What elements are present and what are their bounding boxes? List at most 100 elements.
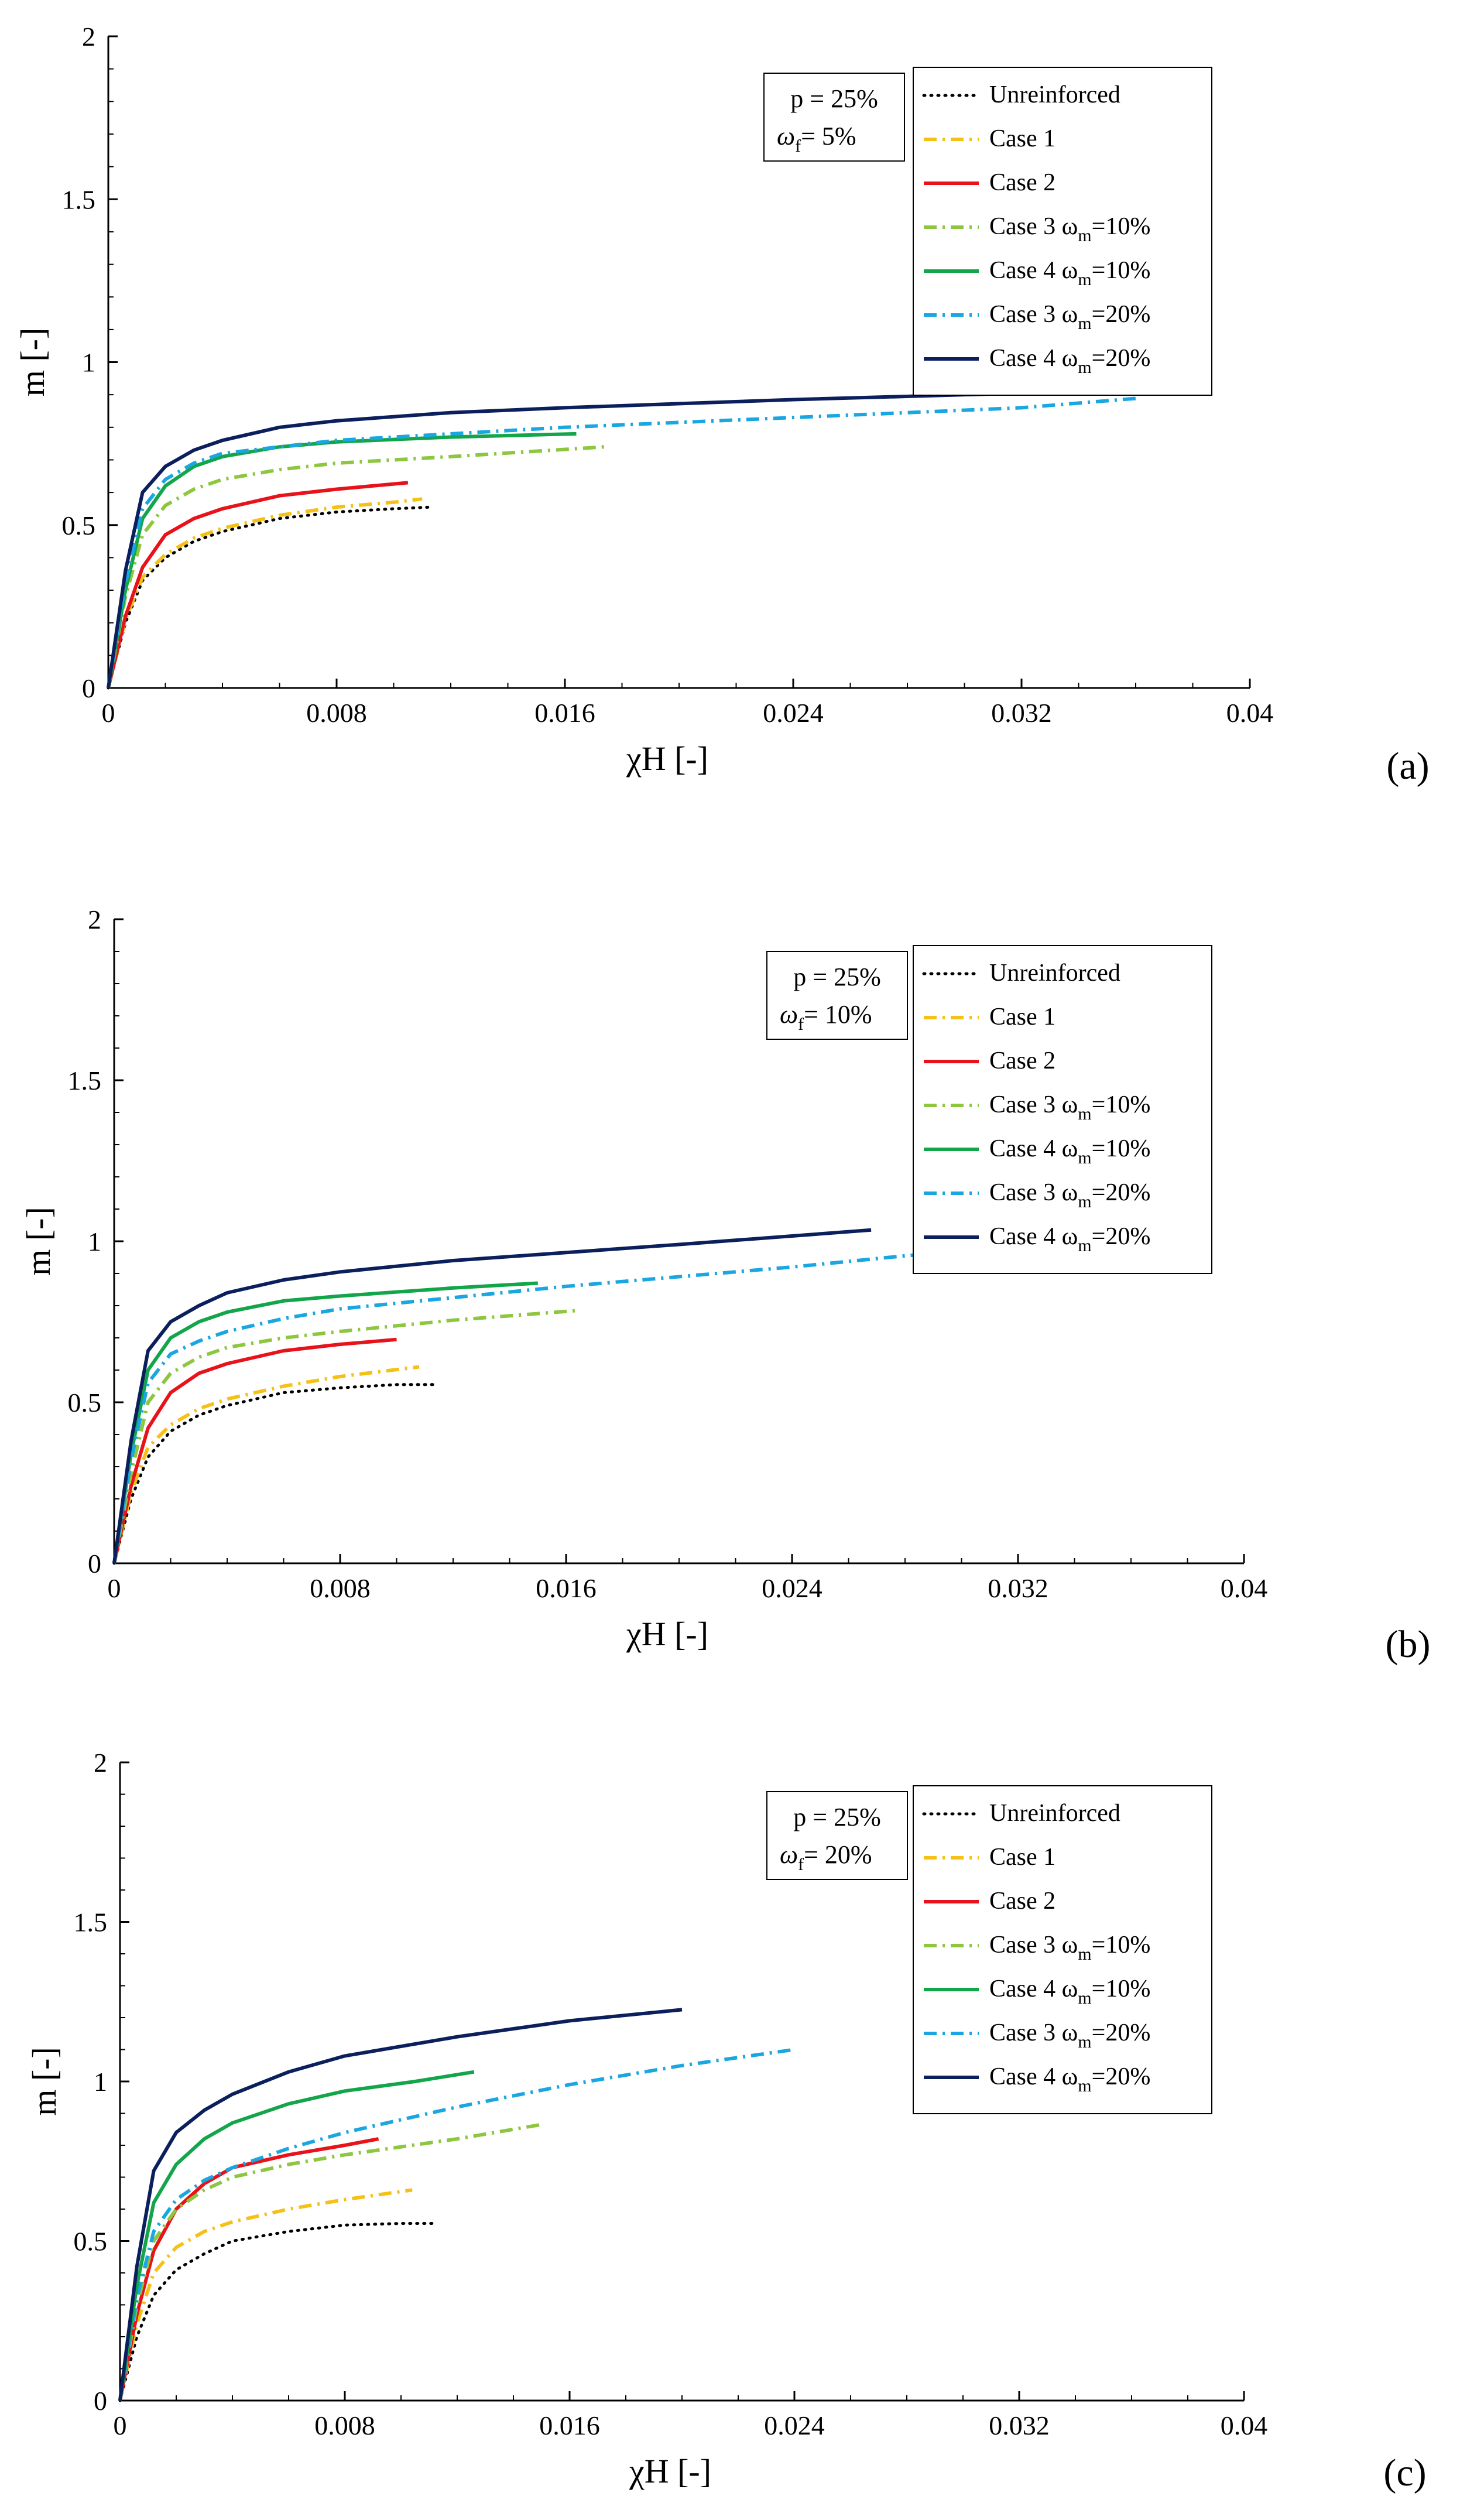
series-line-case2 xyxy=(118,2137,379,2401)
y-tick-label: 1.5 xyxy=(62,184,96,214)
x-tick-label: 0 xyxy=(108,1573,121,1603)
series-line-case4-10 xyxy=(107,432,577,689)
x-axis-label: χH [-] xyxy=(626,739,708,778)
y-axis-label: m [-] xyxy=(25,2047,63,2116)
series-line-case3-10 xyxy=(112,1309,578,1564)
series-line-case3-10 xyxy=(107,445,605,689)
legend-box xyxy=(913,67,1212,396)
x-axis-label: χH [-] xyxy=(629,2452,711,2490)
legend: Unreinforced Case 1 Case 2 Case 3 ωm=10% Cas… xyxy=(913,67,1212,396)
annotation-p: p = 25% xyxy=(793,963,880,991)
series-line-case4-20 xyxy=(118,2008,683,2401)
y-tick-label: 0.5 xyxy=(62,511,96,540)
legend-label: Unreinforced xyxy=(989,81,1120,108)
legend: Unreinforced Case 1 Case 2 Case 3 ωm=10% Cas… xyxy=(913,1785,1212,2114)
legend-label: Case 2 xyxy=(989,169,1055,196)
legend-label: Case 4 ωm=20% xyxy=(989,345,1150,377)
x-tick-label: 0.024 xyxy=(764,2411,825,2440)
y-tick-label: 0.5 xyxy=(68,1388,102,1418)
legend-box xyxy=(913,945,1212,1274)
legend-label: Case 4 ωm=10% xyxy=(989,1975,1150,2008)
y-tick-label: 1 xyxy=(82,348,95,378)
panel-label: (b) xyxy=(1386,1623,1431,1666)
legend-label: Case 3 ωm=10% xyxy=(989,213,1150,245)
chart-panel-b: 0 0.5 1 1.5 2 0 0.008 0.016 0.024 0.032 0.04 χH [-]… xyxy=(19,905,1430,1666)
annotation-omega-f: ωf= 10% xyxy=(780,1000,872,1034)
x-tick-label: 0.016 xyxy=(534,698,595,728)
legend-label: Case 3 ωm=10% xyxy=(989,1932,1150,1964)
x-tick-label: 0.032 xyxy=(991,698,1052,728)
chart-panel-c: 0 0.5 1 1.5 2 0 0.008 0.016 0.024 0.032 0.04 χH [-]… xyxy=(25,1748,1427,2494)
annotation-box xyxy=(766,951,908,1040)
legend-label: Case 3 ωm=20% xyxy=(989,301,1150,333)
x-tick-label: 0.024 xyxy=(762,1573,822,1603)
series-line-case4-10 xyxy=(112,1281,538,1564)
x-tick-label: 0.024 xyxy=(763,698,824,728)
legend-label: Case 4 ωm=20% xyxy=(989,2063,1150,2096)
series-line-case1 xyxy=(118,2188,413,2401)
annotation-box xyxy=(766,1791,908,1880)
y-tick-label: 1.5 xyxy=(68,1066,102,1095)
series-line-unreinforced xyxy=(107,505,433,690)
annotation-omega-f: ωf= 20% xyxy=(780,1840,872,1874)
series-line-unreinforced xyxy=(112,1383,435,1565)
annotation-omega-f: ωf= 5% xyxy=(777,122,856,156)
y-tick-label: 1 xyxy=(88,1227,101,1256)
series-line-case3-20 xyxy=(107,396,1142,689)
legend-label: Case 2 xyxy=(989,1047,1055,1074)
series-line-case3-10 xyxy=(118,2122,542,2401)
series-line-case3-20 xyxy=(118,2048,795,2401)
legend-label: Case 3 ωm=20% xyxy=(989,1179,1150,1211)
y-tick-label: 0 xyxy=(94,2386,107,2416)
legend-label: Case 3 ωm=20% xyxy=(989,2019,1150,2052)
x-tick-label: 0.008 xyxy=(314,2411,375,2440)
series-line-case1 xyxy=(112,1365,420,1564)
y-tick-label: 0 xyxy=(88,1549,101,1579)
y-tick-label: 0 xyxy=(82,673,95,703)
x-tick-label: 0.016 xyxy=(536,1573,597,1603)
annotation-box xyxy=(763,73,905,162)
legend-label: Case 4 ωm=10% xyxy=(989,1135,1150,1167)
legend: Unreinforced Case 1 Case 2 Case 3 ωm=10% Cas… xyxy=(913,945,1212,1274)
y-tick-label: 1.5 xyxy=(74,1908,108,1937)
y-tick-label: 2 xyxy=(82,22,95,52)
y-axis-label: m [-] xyxy=(19,1207,57,1276)
x-tick-label: 0 xyxy=(114,2411,127,2440)
y-tick-label: 1 xyxy=(94,2067,107,2097)
x-tick-label: 0.032 xyxy=(988,1573,1048,1603)
legend-label: Case 1 xyxy=(989,1004,1055,1030)
x-tick-label: 0.016 xyxy=(539,2411,600,2440)
panel-label: (a) xyxy=(1386,745,1429,788)
legend-label: Case 4 ωm=20% xyxy=(989,1223,1150,1255)
x-tick-label: 0.008 xyxy=(306,698,367,728)
chart-panel-a: 0 0.5 1 1.5 2 0 0.008 0.016 0.024 0.032 0.04 χH [-]… xyxy=(13,22,1430,788)
x-tick-label: 0 xyxy=(102,698,115,728)
series-line-case2 xyxy=(112,1337,397,1564)
y-axis-label: m [-] xyxy=(13,328,52,397)
annotation-p: p = 25% xyxy=(793,1803,880,1831)
legend-label: Case 1 xyxy=(989,1844,1055,1871)
x-tick-label: 0.04 xyxy=(1221,1573,1268,1603)
x-axis-label: χH [-] xyxy=(626,1615,708,1653)
x-tick-label: 0.04 xyxy=(1221,2411,1268,2440)
legend-label: Case 4 ωm=10% xyxy=(989,257,1150,289)
legend-label: Case 3 ωm=10% xyxy=(989,1091,1150,1124)
series-line-case1 xyxy=(107,497,423,689)
x-tick-label: 0.032 xyxy=(989,2411,1050,2440)
series-line-case4-10 xyxy=(118,2070,475,2401)
legend-label: Unreinforced xyxy=(989,960,1120,987)
x-tick-label: 0.008 xyxy=(310,1573,371,1603)
legend-box xyxy=(913,1785,1212,2114)
series-line-case4-20 xyxy=(112,1228,872,1564)
series-line-case4-20 xyxy=(107,388,1091,689)
panel-label: (c) xyxy=(1383,2451,1426,2494)
series-line-case3-20 xyxy=(112,1242,1061,1564)
series-line-unreinforced xyxy=(118,2222,434,2402)
legend-label: Unreinforced xyxy=(989,1800,1120,1827)
y-tick-label: 2 xyxy=(88,905,101,934)
annotation-p: p = 25% xyxy=(790,84,878,113)
legend-label: Case 1 xyxy=(989,125,1055,152)
x-tick-label: 0.04 xyxy=(1226,698,1274,728)
legend-label: Case 2 xyxy=(989,1888,1055,1915)
